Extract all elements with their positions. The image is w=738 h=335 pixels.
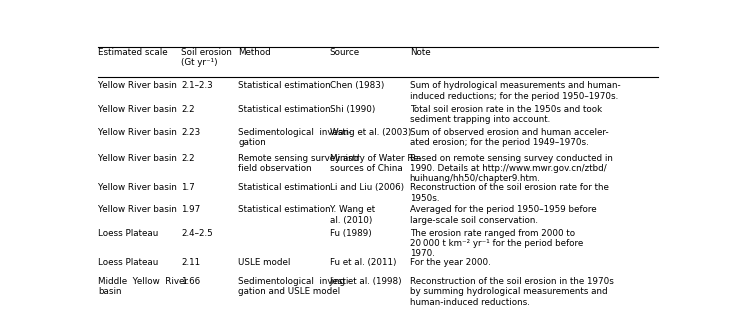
Text: Loess Plateau: Loess Plateau (98, 258, 158, 267)
Text: Yellow River basin: Yellow River basin (98, 183, 177, 192)
Text: Middle  Yellow  River
basin: Middle Yellow River basin (98, 277, 188, 296)
Text: Yellow River basin: Yellow River basin (98, 128, 177, 137)
Text: 1.66: 1.66 (181, 277, 200, 286)
Text: Statistical estimation: Statistical estimation (238, 105, 331, 114)
Text: 2.2: 2.2 (181, 154, 195, 163)
Text: Chen (1983): Chen (1983) (330, 81, 384, 90)
Text: Reconstruction of the soil erosion in the 1970s
by summing hydrological measurem: Reconstruction of the soil erosion in th… (410, 277, 613, 307)
Text: 1.7: 1.7 (181, 183, 195, 192)
Text: Sum of observed erosion and human acceler-
ated erosion; for the period 1949–197: Sum of observed erosion and human accele… (410, 128, 608, 147)
Text: Jing et al. (1998): Jing et al. (1998) (330, 277, 402, 286)
Text: Note: Note (410, 48, 430, 57)
Text: Fu (1989): Fu (1989) (330, 228, 371, 238)
Text: 2.2: 2.2 (181, 105, 195, 114)
Text: Based on remote sensing survey conducted in
1990. Details at http://www.mwr.gov.: Based on remote sensing survey conducted… (410, 154, 613, 184)
Text: Y. Wang et
al. (2010): Y. Wang et al. (2010) (330, 205, 375, 225)
Text: Source: Source (330, 48, 359, 57)
Text: Total soil erosion rate in the 1950s and took
sediment trapping into account.: Total soil erosion rate in the 1950s and… (410, 105, 601, 124)
Text: Statistical estimation: Statistical estimation (238, 205, 331, 214)
Text: For the year 2000.: For the year 2000. (410, 258, 491, 267)
Text: Reconstruction of the soil erosion rate for the
1950s.: Reconstruction of the soil erosion rate … (410, 183, 609, 203)
Text: Averaged for the period 1950–1959 before
large-scale soil conservation.: Averaged for the period 1950–1959 before… (410, 205, 596, 225)
Text: Soil erosion
(Gt yr⁻¹): Soil erosion (Gt yr⁻¹) (181, 48, 232, 67)
Text: Yellow River basin: Yellow River basin (98, 105, 177, 114)
Text: Fu et al. (2011): Fu et al. (2011) (330, 258, 396, 267)
Text: Yellow River basin: Yellow River basin (98, 205, 177, 214)
Text: Yellow River basin: Yellow River basin (98, 81, 177, 90)
Text: Li and Liu (2006): Li and Liu (2006) (330, 183, 404, 192)
Text: Shi (1990): Shi (1990) (330, 105, 375, 114)
Text: Wang et al. (2003): Wang et al. (2003) (330, 128, 411, 137)
Text: 2.1–2.3: 2.1–2.3 (181, 81, 213, 90)
Text: Statistical estimation: Statistical estimation (238, 183, 331, 192)
Text: 1.97: 1.97 (181, 205, 200, 214)
Text: Ministry of Water Re-
sources of China: Ministry of Water Re- sources of China (330, 154, 421, 173)
Text: 2.11: 2.11 (181, 258, 200, 267)
Text: Sum of hydrological measurements and human-
induced reductions; for the period 1: Sum of hydrological measurements and hum… (410, 81, 621, 101)
Text: Estimated scale: Estimated scale (98, 48, 168, 57)
Text: 2.4–2.5: 2.4–2.5 (181, 228, 213, 238)
Text: The erosion rate ranged from 2000 to
20 000 t km⁻² yr⁻¹ for the period before
19: The erosion rate ranged from 2000 to 20 … (410, 228, 583, 258)
Text: Sedimentological  investi-
gation: Sedimentological investi- gation (238, 128, 351, 147)
Text: Remote sensing survey and
field observation: Remote sensing survey and field observat… (238, 154, 359, 173)
Text: Loess Plateau: Loess Plateau (98, 228, 158, 238)
Text: Sedimentological  investi-
gation and USLE model: Sedimentological investi- gation and USL… (238, 277, 351, 296)
Text: Yellow River basin: Yellow River basin (98, 154, 177, 163)
Text: USLE model: USLE model (238, 258, 291, 267)
Text: Statistical estimation: Statistical estimation (238, 81, 331, 90)
Text: 2.23: 2.23 (181, 128, 200, 137)
Text: Method: Method (238, 48, 271, 57)
